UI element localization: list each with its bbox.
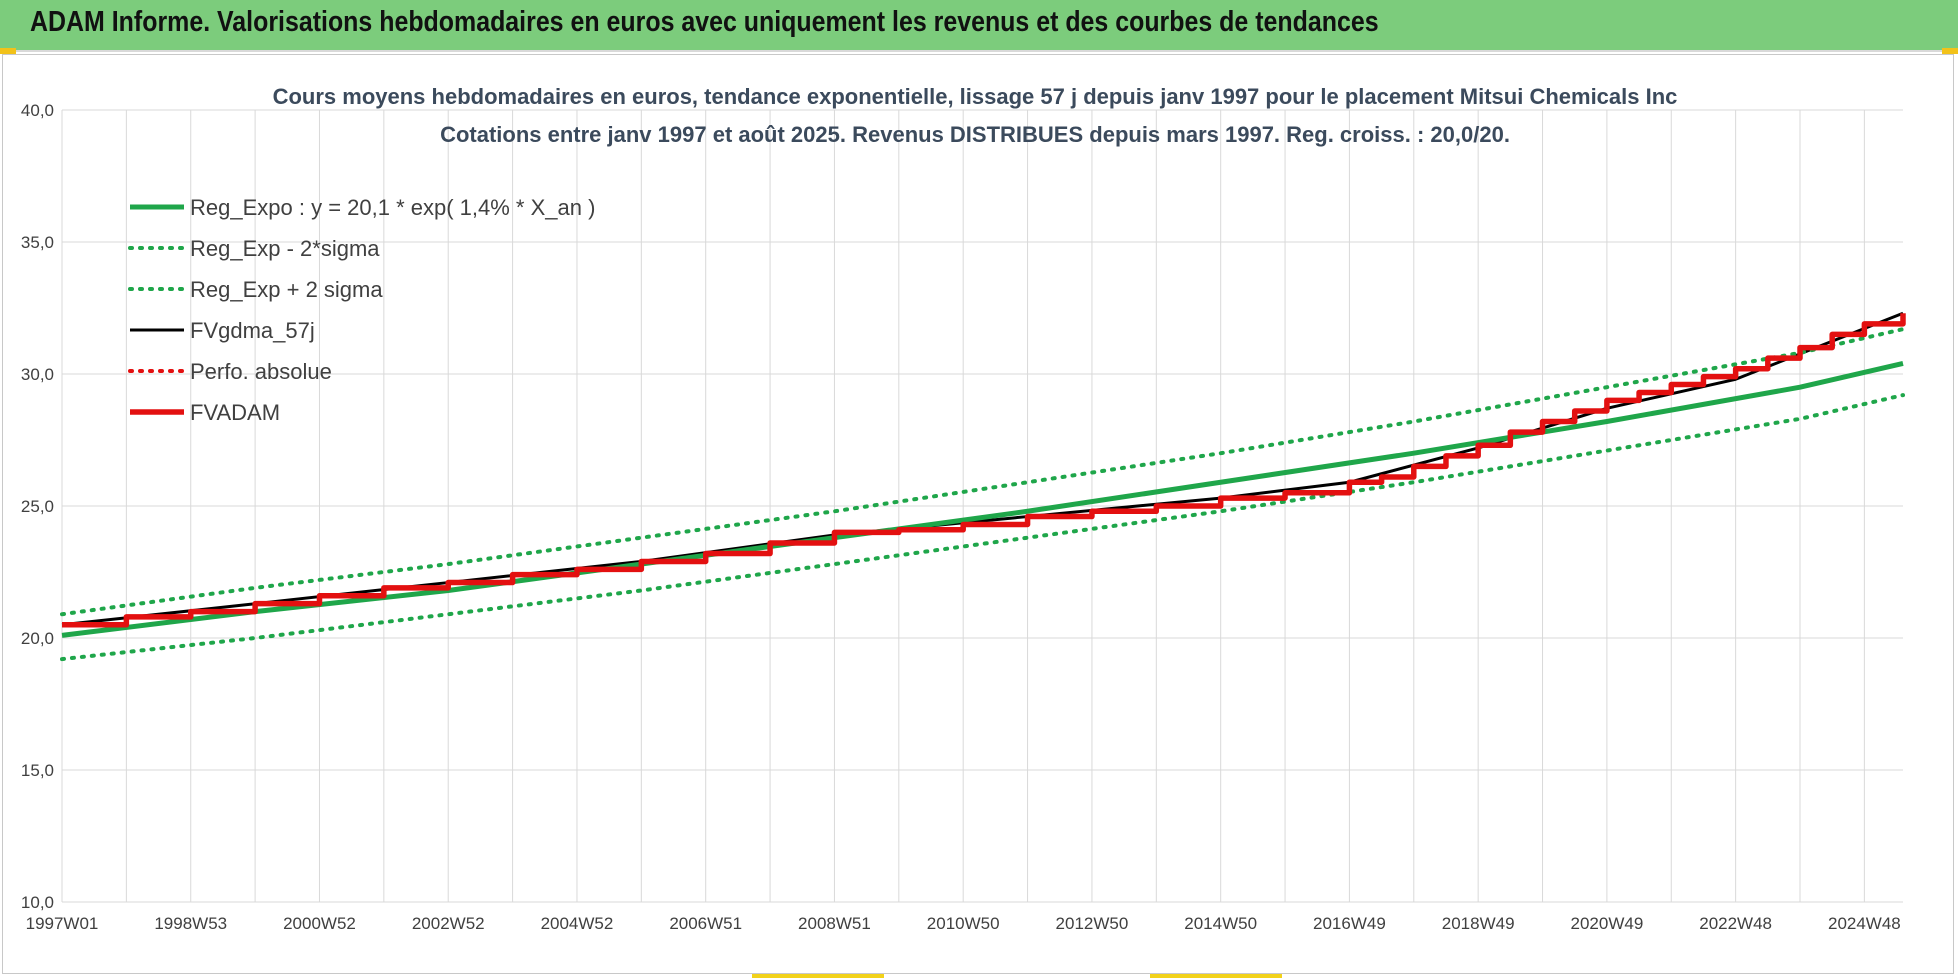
x-tick-label: 2018W49: [1442, 914, 1515, 933]
chart-subtitle: Cotations entre janv 1997 et août 2025. …: [440, 122, 1510, 147]
corner-mark-right: [1942, 48, 1958, 54]
chart-frame: [2, 54, 1954, 974]
x-tick-label: 2014W50: [1184, 914, 1257, 933]
y-tick-label: 25,0: [21, 497, 54, 516]
x-tick-label: 2008W51: [798, 914, 871, 933]
x-tick-label: 1998W53: [154, 914, 227, 933]
x-tick-label: 2004W52: [541, 914, 614, 933]
y-tick-label: 35,0: [21, 233, 54, 252]
legend-label: Perfo. absolue: [190, 359, 332, 384]
y-tick-label: 40,0: [21, 101, 54, 120]
y-tick-label: 20,0: [21, 629, 54, 648]
series-line-5: [62, 313, 1906, 628]
x-tick-label: 2000W52: [283, 914, 356, 933]
corner-mark-left: [0, 48, 16, 54]
x-tick-label: 2016W49: [1313, 914, 1386, 933]
legend-label: Reg_Exp + 2 sigma: [190, 277, 383, 302]
x-tick-label: 2022W48: [1699, 914, 1772, 933]
x-tick-label: 2002W52: [412, 914, 485, 933]
footer-mark-left: [752, 974, 884, 978]
series-line-2: [60, 327, 1905, 617]
chart-title: Cours moyens hebdomadaires en euros, ten…: [273, 84, 1678, 109]
legend-label: FVADAM: [190, 400, 280, 425]
legend-label: Reg_Expo : y = 20,1 * exp( 1,4% * X_an ): [190, 195, 595, 220]
x-tick-label: 2006W51: [669, 914, 742, 933]
y-tick-label: 15,0: [21, 761, 54, 780]
x-tick-label: 2020W49: [1571, 914, 1644, 933]
legend-label: Reg_Exp - 2*sigma: [190, 236, 380, 261]
report-banner: ADAM Informe. Valorisations hebdomadaire…: [0, 0, 1958, 52]
x-tick-label: 2024W48: [1828, 914, 1901, 933]
footer-mark-right: [1150, 974, 1282, 978]
legend-label: FVgdma_57j: [190, 318, 315, 343]
x-tick-label: 2010W50: [927, 914, 1000, 933]
x-tick-label: 1997W01: [26, 914, 99, 933]
y-tick-label: 10,0: [21, 893, 54, 912]
x-tick-label: 2012W50: [1056, 914, 1129, 933]
report-title: ADAM Informe. Valorisations hebdomadaire…: [30, 6, 1379, 38]
y-tick-label: 30,0: [21, 365, 54, 384]
series-line-1: [60, 393, 1905, 662]
